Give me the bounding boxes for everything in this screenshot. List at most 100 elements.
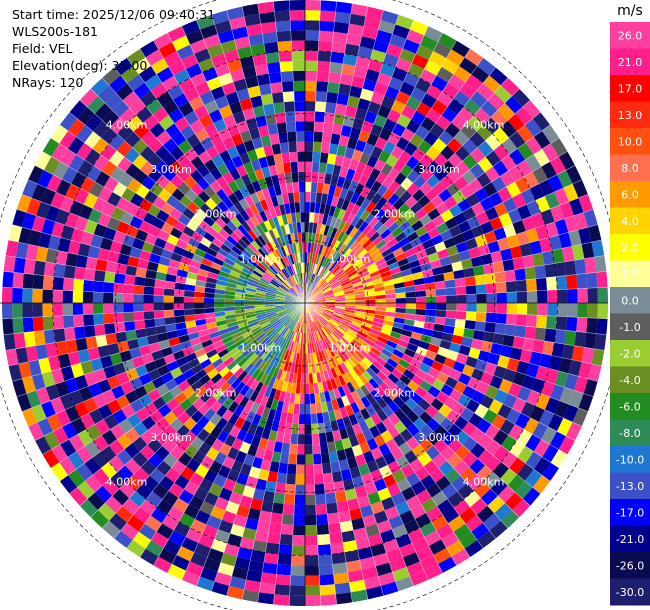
velocity-gate — [546, 315, 558, 330]
velocity-gate — [186, 374, 199, 387]
velocity-gate — [320, 360, 327, 372]
velocity-gate — [333, 310, 345, 316]
velocity-gate — [338, 323, 349, 331]
velocity-gate — [529, 405, 545, 423]
velocity-gate — [196, 14, 215, 30]
velocity-gate — [338, 352, 347, 363]
velocity-gate — [324, 482, 336, 494]
velocity-gate — [322, 472, 334, 484]
velocity-gate — [370, 413, 383, 426]
velocity-gate — [349, 507, 363, 521]
velocity-gate — [242, 347, 253, 358]
velocity-gate — [522, 337, 535, 352]
velocity-gate — [320, 245, 327, 256]
ray-separator — [16, 302, 306, 397]
velocity-gate — [222, 114, 237, 128]
velocity-gate — [23, 258, 36, 275]
velocity-gate — [349, 127, 362, 140]
velocity-gate — [389, 242, 402, 253]
velocity-gate — [525, 314, 537, 328]
velocity-gate — [208, 266, 221, 275]
velocity-gate — [231, 266, 243, 275]
velocity-gate — [267, 532, 281, 545]
velocity-gate — [247, 352, 258, 364]
velocity-gate — [280, 246, 287, 257]
velocity-gate — [301, 353, 305, 364]
velocity-gate — [244, 195, 255, 207]
velocity-gate — [276, 472, 288, 484]
velocity-gate — [333, 267, 343, 276]
velocity-gate — [519, 242, 533, 257]
velocity-gate — [457, 483, 474, 500]
velocity-gate — [321, 285, 331, 292]
velocity-gate — [277, 289, 287, 295]
velocity-gate — [183, 296, 195, 303]
velocity-gate — [136, 106, 153, 123]
velocity-gate — [547, 303, 558, 317]
velocity-gate — [268, 365, 277, 377]
velocity-gate — [317, 544, 332, 556]
velocity-gate — [305, 464, 314, 475]
velocity-gate — [415, 545, 434, 562]
velocity-gate — [380, 228, 392, 240]
velocity-gate — [381, 95, 396, 110]
velocity-gate — [100, 461, 118, 479]
velocity-gate — [426, 482, 442, 498]
velocity-gate — [421, 356, 435, 368]
velocity-gate — [240, 173, 252, 187]
velocity-gate — [330, 133, 341, 145]
velocity-gate — [187, 201, 200, 215]
velocity-gate — [116, 449, 133, 466]
velocity-gate — [310, 311, 317, 320]
velocity-gate — [372, 235, 384, 246]
velocity-gate — [249, 215, 260, 227]
velocity-gate — [320, 234, 327, 246]
velocity-gate — [346, 357, 356, 369]
velocity-gate — [509, 148, 526, 166]
velocity-gate — [332, 284, 342, 291]
velocity-gate — [276, 215, 285, 227]
velocity-gate — [276, 324, 285, 334]
velocity-gate — [279, 314, 289, 321]
velocity-gate — [318, 280, 327, 289]
velocity-gate — [564, 215, 579, 233]
velocity-gate — [162, 167, 177, 182]
velocity-gate — [68, 154, 85, 172]
velocity-gate — [65, 183, 81, 201]
velocity-gate — [355, 195, 366, 207]
velocity-gate — [401, 105, 417, 120]
velocity-gate — [200, 236, 212, 248]
velocity-gate — [286, 266, 293, 276]
velocity-gate — [84, 325, 96, 338]
velocity-gate — [195, 208, 208, 221]
velocity-gate — [100, 237, 113, 251]
velocity-gate — [353, 527, 368, 541]
velocity-gate — [357, 546, 373, 560]
velocity-gate — [536, 315, 548, 329]
velocity-gate — [174, 392, 188, 405]
velocity-gate — [122, 359, 136, 372]
velocity-gate — [259, 11, 276, 24]
velocity-gate — [397, 203, 411, 216]
velocity-gate — [462, 451, 478, 468]
velocity-gate — [332, 315, 342, 322]
velocity-gate — [311, 423, 319, 435]
velocity-gate — [532, 166, 548, 184]
velocity-gate — [332, 562, 348, 575]
velocity-gate — [464, 276, 476, 287]
velocity-gate — [531, 377, 546, 394]
velocity-gate — [246, 569, 263, 583]
velocity-gate — [507, 113, 525, 132]
velocity-gate — [318, 432, 328, 444]
ray-separator — [304, 48, 471, 304]
velocity-gate — [320, 328, 327, 338]
velocity-gate — [316, 513, 329, 525]
velocity-gate — [332, 355, 341, 366]
velocity-gate — [310, 286, 318, 296]
velocity-gate — [75, 337, 88, 352]
velocity-gate — [441, 263, 454, 274]
colorbar-unit: m/s — [617, 3, 643, 19]
velocity-gate — [295, 383, 301, 394]
velocity-gate — [334, 309, 345, 314]
velocity-gate — [196, 415, 210, 429]
